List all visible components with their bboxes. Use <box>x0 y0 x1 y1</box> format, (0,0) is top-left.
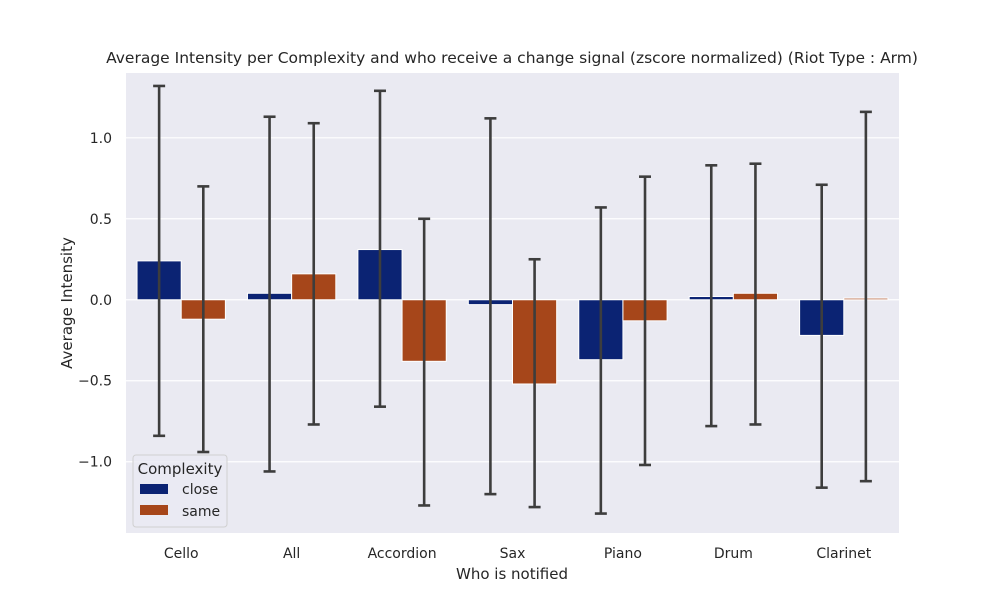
x-tick-label: Clarinet <box>816 546 871 562</box>
y-tick-label: 0.5 <box>90 212 112 228</box>
x-tick-label: Piano <box>604 546 642 562</box>
x-tick-label: Drum <box>714 546 753 562</box>
legend-label-close: close <box>182 482 218 498</box>
y-tick-label: −0.5 <box>78 374 112 390</box>
x-tick-label: Cello <box>164 546 199 562</box>
y-tick-label: −1.0 <box>78 455 112 471</box>
x-axis-label: Who is notified <box>456 565 568 583</box>
y-tick-label: 1.0 <box>90 131 112 147</box>
legend-title: Complexity <box>138 460 223 478</box>
x-tick-label: Accordion <box>368 546 437 562</box>
error-bars <box>153 84 872 515</box>
legend-label-same: same <box>182 504 220 520</box>
x-tick-label: Sax <box>500 546 526 562</box>
y-axis-ticks: −1.0 −0.5 0.0 0.5 1.0 <box>78 131 112 471</box>
x-axis-ticks: Cello All Accordion Sax Piano Drum Clarinet <box>164 546 872 562</box>
chart-title: Average Intensity per Complexity and who… <box>106 49 918 67</box>
x-tick-label: All <box>283 546 300 562</box>
y-axis-label: Average Intensity <box>58 237 76 369</box>
legend-swatch-same <box>140 505 168 515</box>
legend-swatch-close <box>140 484 168 494</box>
y-tick-label: 0.0 <box>90 293 112 309</box>
legend: Complexity close same <box>132 454 228 528</box>
